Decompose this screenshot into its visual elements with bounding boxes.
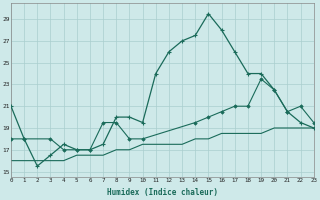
X-axis label: Humidex (Indice chaleur): Humidex (Indice chaleur) [107, 188, 218, 197]
